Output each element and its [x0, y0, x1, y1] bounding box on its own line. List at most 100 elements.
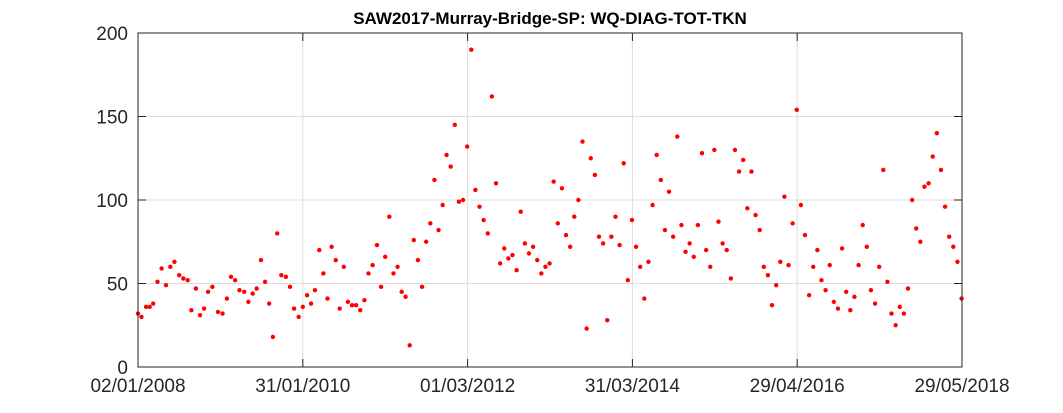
data-point	[897, 304, 902, 310]
y-tick-label: 50	[107, 275, 128, 296]
data-point	[181, 276, 186, 281]
data-point	[848, 308, 853, 313]
data-point	[143, 304, 149, 310]
data-point	[745, 206, 750, 211]
data-point	[395, 264, 400, 269]
data-point	[333, 257, 338, 263]
data-point	[666, 189, 672, 194]
data-point	[617, 242, 622, 248]
data-point	[708, 264, 713, 269]
data-point	[559, 186, 565, 191]
data-point	[308, 301, 314, 306]
data-point	[205, 289, 211, 295]
data-point	[662, 227, 668, 233]
data-point	[399, 289, 404, 295]
data-point	[773, 282, 779, 288]
data-point	[383, 254, 388, 259]
data-point	[481, 217, 486, 223]
data-point	[951, 244, 956, 249]
data-point	[650, 202, 655, 208]
axis-ticks	[137, 32, 963, 368]
data-point	[839, 246, 845, 251]
data-point	[600, 241, 606, 246]
data-point	[526, 251, 532, 256]
data-point	[262, 279, 268, 285]
data-point	[576, 197, 581, 203]
x-tick-label: 29/05/2018	[914, 376, 1009, 397]
data-point	[844, 289, 849, 295]
data-point	[312, 287, 318, 293]
chart-title: SAW2017-Murray-Bridge-SP: WQ-DIAG-TOT-TK…	[353, 9, 747, 28]
data-point	[699, 151, 705, 156]
data-point	[210, 284, 215, 290]
data-point	[502, 246, 507, 251]
data-point	[786, 262, 791, 268]
data-point	[868, 287, 874, 293]
data-point	[464, 144, 470, 149]
data-point	[856, 262, 861, 268]
data-point	[321, 271, 326, 276]
data-point	[353, 303, 359, 308]
data-point	[139, 314, 144, 320]
data-point	[477, 204, 482, 209]
data-point	[934, 131, 940, 136]
data-point	[543, 264, 548, 269]
data-point	[177, 272, 182, 278]
data-point	[254, 286, 259, 291]
data-point	[753, 212, 758, 218]
data-point	[567, 244, 573, 249]
data-point	[266, 301, 272, 306]
data-point	[215, 309, 221, 315]
data-point	[914, 226, 919, 231]
data-point	[287, 284, 293, 290]
data-point	[220, 311, 225, 316]
data-point	[237, 287, 242, 293]
data-point	[296, 314, 301, 320]
data-point	[819, 277, 824, 283]
data-point	[283, 274, 289, 280]
data-point	[605, 318, 610, 323]
data-point	[539, 271, 544, 276]
data-point	[938, 167, 944, 173]
data-point	[345, 299, 351, 305]
data-point	[456, 199, 462, 204]
data-point	[596, 234, 602, 239]
y-tick-label: 150	[96, 108, 128, 129]
data-point	[613, 214, 618, 219]
data-point	[835, 306, 841, 311]
data-point	[831, 299, 837, 305]
data-point	[341, 264, 346, 269]
tick-labels: 02/01/2008 31/01/2010 01/03/2012 31/03/2014…	[90, 24, 1009, 397]
data-point	[228, 274, 234, 280]
data-point	[881, 167, 886, 173]
data-point	[580, 139, 585, 144]
data-point	[741, 157, 746, 163]
data-point	[691, 254, 696, 259]
data-point	[242, 289, 247, 295]
data-point	[670, 234, 676, 239]
data-point	[448, 164, 453, 169]
data-point	[790, 221, 795, 226]
data-point	[518, 209, 523, 214]
x-tick-label: 29/04/2016	[750, 376, 845, 397]
data-points	[135, 47, 964, 348]
x-tick-label: 31/01/2010	[255, 376, 350, 397]
data-point	[378, 284, 384, 290]
data-point	[193, 286, 199, 291]
data-point	[716, 219, 721, 224]
data-point	[658, 177, 664, 183]
data-point	[530, 244, 536, 249]
data-point	[633, 244, 639, 249]
data-point	[757, 227, 762, 233]
data-point	[551, 179, 556, 184]
data-point	[432, 177, 437, 183]
data-point	[473, 187, 478, 193]
data-point	[317, 247, 322, 253]
data-point	[815, 247, 820, 253]
data-point	[325, 296, 330, 301]
data-point	[695, 222, 701, 228]
data-point	[428, 221, 433, 226]
data-point	[391, 271, 396, 276]
data-point	[778, 259, 783, 264]
